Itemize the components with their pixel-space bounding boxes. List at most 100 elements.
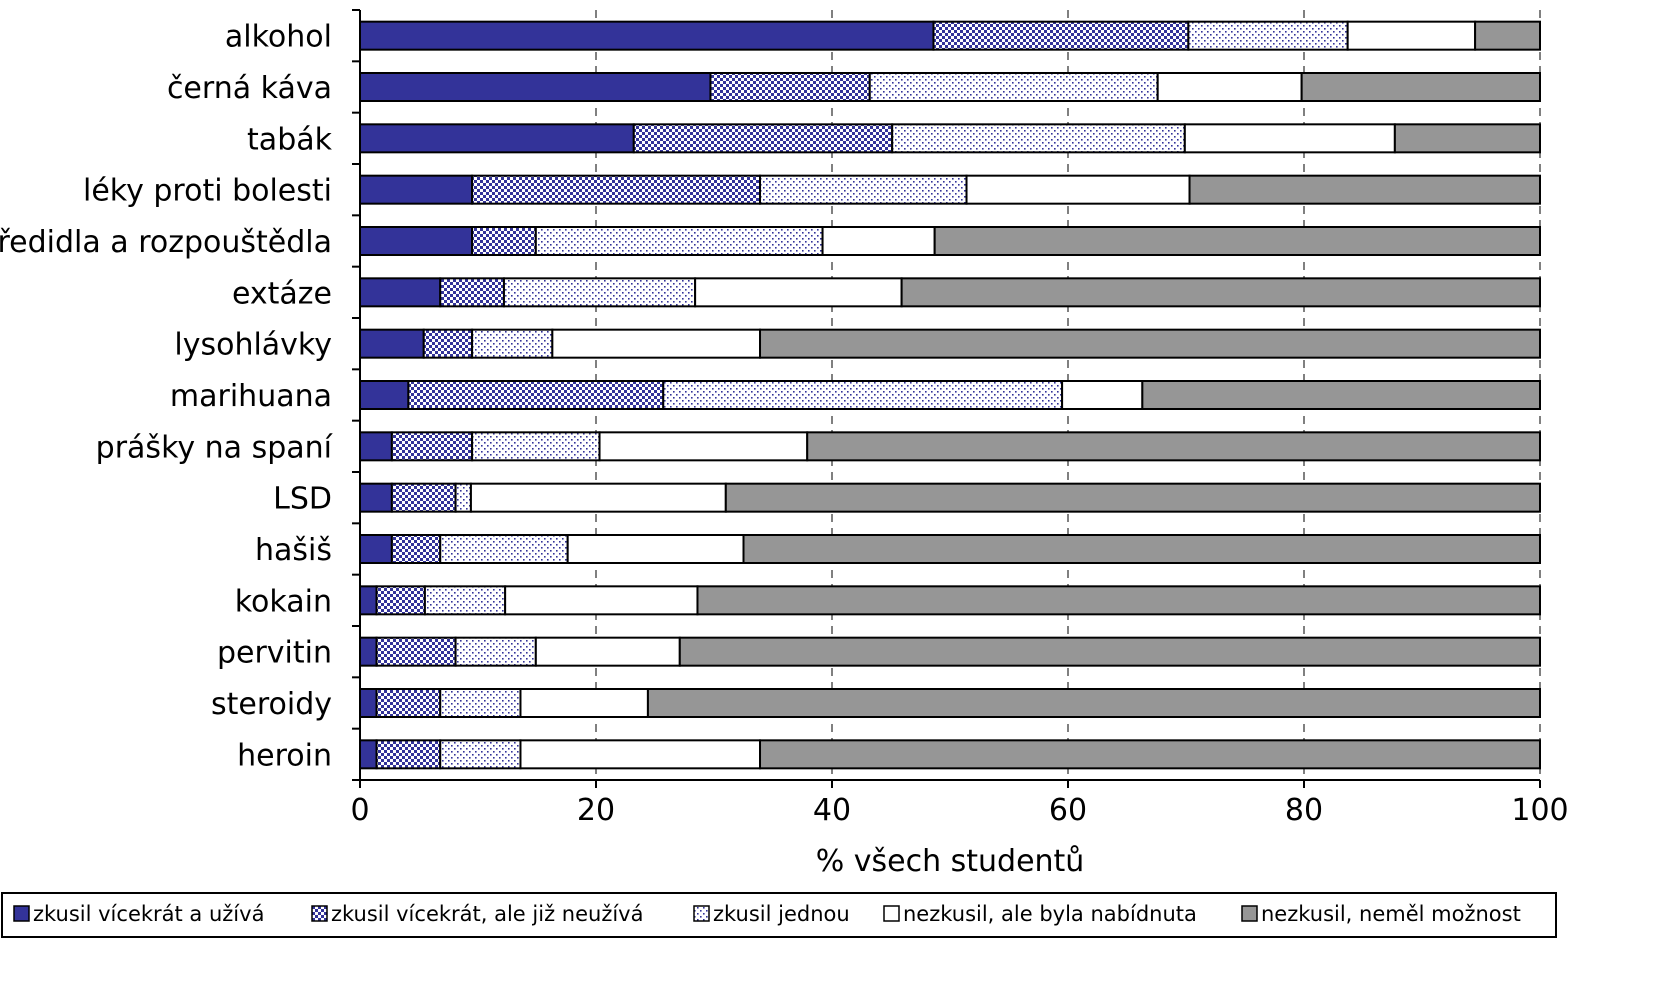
bar-segment — [891, 123, 1186, 154]
bar-segment — [868, 72, 1159, 102]
bar-segment — [359, 585, 378, 616]
bar-segment — [759, 174, 968, 205]
category-label: černá káva — [167, 71, 332, 106]
bar-segment — [742, 534, 1541, 564]
bar-segment — [359, 431, 393, 462]
bar-segment — [390, 534, 442, 564]
bar-segment — [1156, 72, 1303, 102]
bar-segment — [407, 380, 665, 410]
bar-segment — [1393, 123, 1541, 154]
category-label: léky proti bolesti — [83, 174, 332, 209]
legend-label: zkusil vícekrát a užívá — [33, 902, 264, 926]
bar-segment — [1300, 72, 1542, 102]
bar-segment — [359, 636, 378, 667]
bar-segment — [932, 20, 1190, 51]
bar-segment — [724, 482, 1541, 513]
x-tick-labels: 0 20 40 60 80 100 — [350, 793, 1568, 828]
bar-segment — [469, 482, 727, 513]
bar-segment — [375, 688, 442, 718]
bar-segment — [646, 688, 1541, 718]
bar-segment — [519, 688, 649, 718]
category-labels: alkohol černá káva tabák léky proti bolesti… — [0, 20, 334, 774]
bar-segment — [1183, 123, 1396, 154]
bar-segment — [504, 585, 699, 616]
bar-segment — [471, 174, 762, 205]
bar-segment — [806, 431, 1541, 462]
legend-box — [1, 892, 1557, 938]
bar-segment — [359, 123, 635, 154]
bar-segment — [422, 328, 474, 359]
bar-segment — [965, 174, 1191, 205]
bar-segment — [1141, 380, 1541, 410]
bar-segment — [471, 328, 554, 359]
legend: zkusil vícekrát a užívá zkusil vícekrát, … — [1, 892, 1557, 938]
bar-segment — [759, 328, 1541, 359]
legend-label: zkusil vícekrát, ale již neužívá — [331, 902, 643, 926]
bar-segment — [390, 431, 474, 462]
legend-swatch — [311, 905, 328, 922]
bar-segment — [359, 534, 393, 564]
x-axis-title: % všech studentů — [816, 844, 1085, 879]
bar-segment — [709, 72, 871, 102]
bar-segment — [502, 277, 697, 308]
bar-segment — [439, 688, 522, 718]
category-label: ředidla a rozpouštědla — [0, 225, 332, 260]
category-label: alkohol — [225, 20, 332, 55]
bar-segment — [1188, 174, 1542, 205]
legend-swatch — [693, 905, 710, 922]
bar-segment — [359, 380, 410, 410]
bar-segment — [359, 174, 474, 205]
bar-segment — [519, 739, 762, 770]
bar-segment — [534, 226, 824, 256]
bar-segment — [632, 123, 894, 154]
category-label: hašiš — [255, 533, 332, 568]
bar-segment — [598, 431, 809, 462]
bar-segment — [359, 277, 442, 308]
category-label: lysohlávky — [174, 328, 332, 363]
x-tick-label: 80 — [1285, 793, 1323, 828]
legend-swatch — [1241, 905, 1258, 922]
bar-segment — [439, 534, 569, 564]
bar-segment — [359, 72, 712, 102]
axes — [352, 9, 1541, 788]
bar-segment — [454, 636, 537, 667]
category-label: marihuana — [170, 379, 332, 414]
bar-segment — [359, 482, 393, 513]
bar-segment — [1187, 20, 1349, 51]
bar-segment — [471, 431, 601, 462]
category-label: prášky na spaní — [96, 430, 334, 465]
legend-swatch — [13, 905, 30, 922]
bar-segment — [454, 482, 472, 513]
legend-swatch — [883, 905, 900, 922]
bar-segment — [1061, 380, 1144, 410]
bar-segment — [694, 277, 903, 308]
category-label: steroidy — [211, 687, 332, 722]
category-label: heroin — [237, 738, 332, 773]
bar-segment — [439, 277, 505, 308]
bar-segment — [359, 688, 378, 718]
category-label: extáze — [232, 276, 332, 311]
legend-label: nezkusil, ale byla nabídnuta — [903, 902, 1197, 926]
category-label: tabák — [247, 122, 333, 157]
legend-label: zkusil jednou — [713, 902, 850, 926]
category-label: LSD — [273, 482, 332, 517]
bar-segment — [696, 585, 1541, 616]
bar-segment — [662, 380, 1064, 410]
bar-segment — [551, 328, 762, 359]
bar-segment — [390, 482, 457, 513]
bar-segment — [375, 636, 457, 667]
bar-segment — [423, 585, 507, 616]
x-tick-label: 40 — [813, 793, 851, 828]
bar-segment — [821, 226, 936, 256]
bar-segment — [933, 226, 1541, 256]
bar-segment — [1346, 20, 1477, 51]
x-tick-label: 100 — [1511, 793, 1568, 828]
legend-label: nezkusil, neměl možnost — [1261, 902, 1521, 926]
bars — [359, 20, 1542, 770]
x-tick-label: 60 — [1049, 793, 1087, 828]
bar-segment — [375, 585, 426, 616]
bar-segment — [900, 277, 1541, 308]
bar-segment — [1474, 20, 1541, 51]
bar-segment — [566, 534, 745, 564]
